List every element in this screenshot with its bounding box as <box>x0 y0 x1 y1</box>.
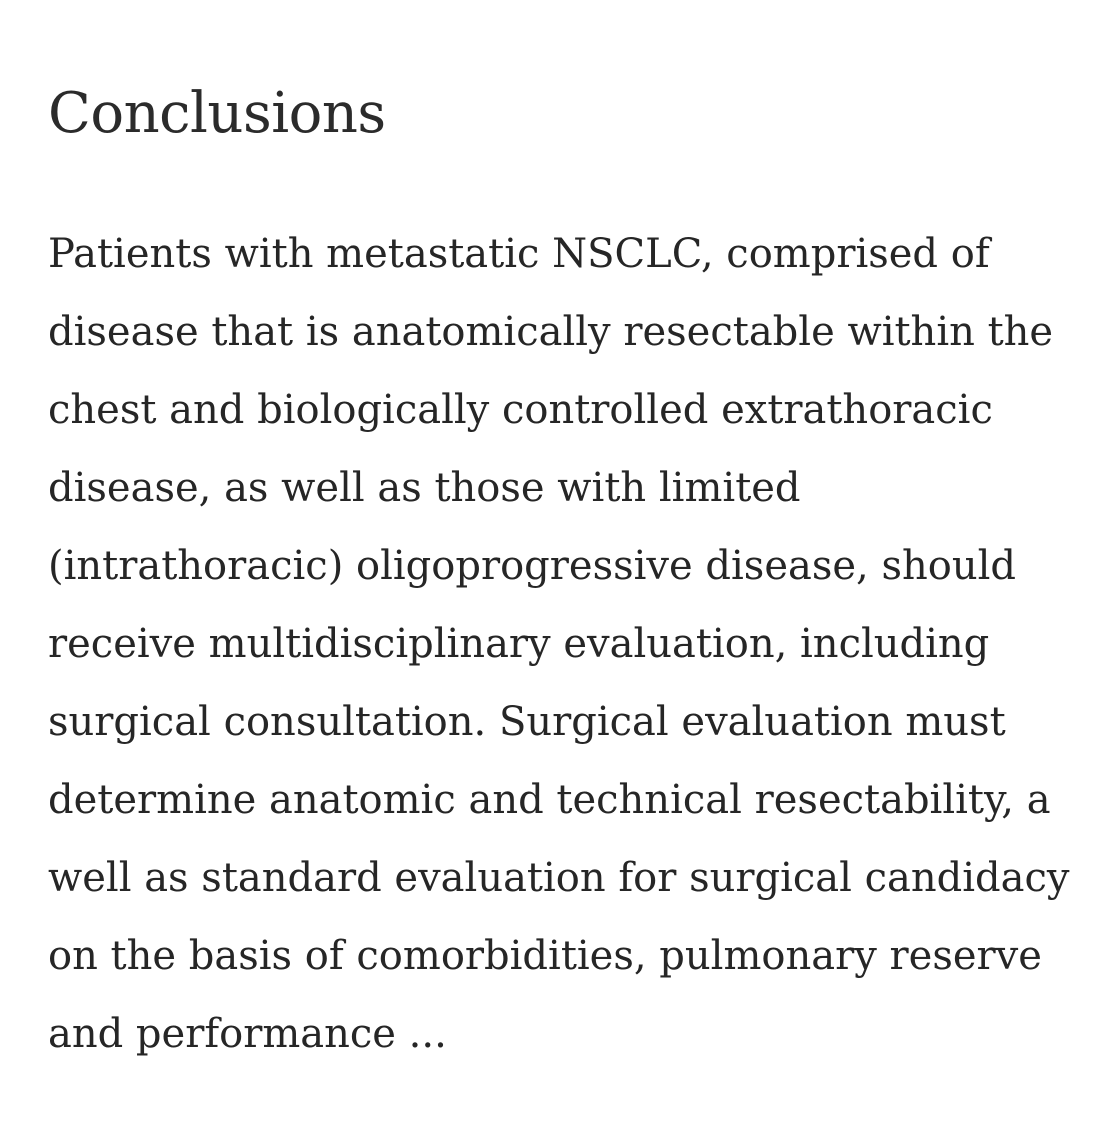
section-heading: Conclusions <box>48 81 386 146</box>
paragraph-line: and performance ... <box>48 1011 447 1057</box>
paragraph-line: surgical consultation. Surgical evaluati… <box>48 699 1006 745</box>
paragraph-line: (intrathoracic) oligoprogressive disease… <box>48 543 1017 589</box>
paragraph-line: determine anatomic and technical resecta… <box>48 777 1051 823</box>
paragraph-line: receive multidisciplinary evaluation, in… <box>48 621 990 667</box>
paragraph-line: well as standard evaluation for surgical… <box>48 855 1070 901</box>
paragraph-line: disease that is anatomically resectable … <box>48 309 1054 355</box>
paragraph-line: disease, as well as those with limited <box>48 465 801 511</box>
conclusions-paragraph: Patients with metastatic NSCLC, comprise… <box>48 215 1070 1073</box>
paragraph-line: Patients with metastatic NSCLC, comprise… <box>48 231 990 277</box>
paragraph-line: chest and biologically controlled extrat… <box>48 387 993 433</box>
paragraph-line: on the basis of comorbidities, pulmonary… <box>48 933 1042 979</box>
